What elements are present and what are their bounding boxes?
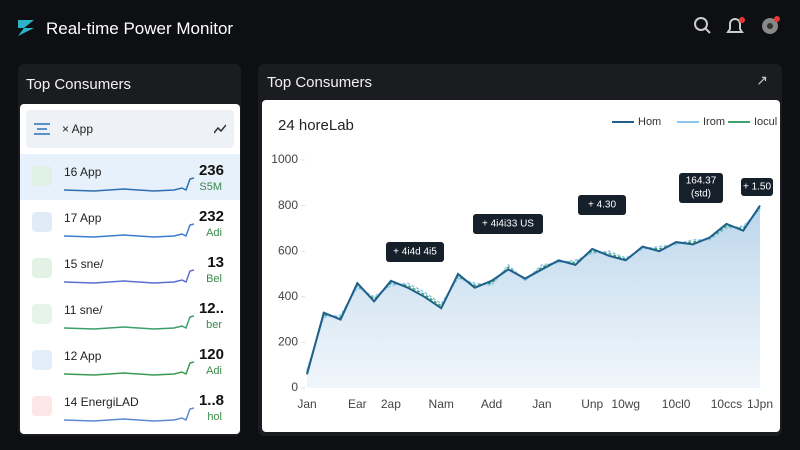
tooltip-text: + 1.50	[743, 182, 772, 193]
item-detail: ber	[206, 319, 222, 331]
item-detail: Bel	[206, 273, 222, 285]
panel-title: Top Consumers	[267, 74, 373, 91]
filter-bar[interactable]: × App	[26, 110, 234, 148]
tooltip-box	[386, 242, 444, 262]
x-tick-label: 10cl0	[662, 397, 691, 411]
x-tick-label: 2ap	[381, 397, 401, 411]
x-tick-label: Ear	[348, 397, 367, 411]
y-tick-label: 200	[278, 335, 298, 349]
item-name: 15 sne/	[64, 257, 104, 271]
consumer-item[interactable]: 15 sne/ 13 Bel	[20, 246, 240, 292]
trend-icon	[214, 124, 226, 134]
consumer-list: × App 16 App 236 S5M 17 App 232 Adi 15 s…	[20, 104, 240, 434]
x-tick-label: Jan	[532, 397, 551, 411]
tooltip-text: + 4.30	[588, 200, 617, 211]
y-tick-label: 1000	[271, 152, 298, 166]
y-tick-label: 800	[278, 198, 298, 212]
tooltip-text: (std)	[691, 189, 711, 200]
toolbar	[694, 16, 780, 34]
x-tick-label: Jan	[297, 397, 316, 411]
x-tick-label: Unp	[581, 397, 603, 411]
tooltip-box	[578, 195, 626, 215]
chart-title: 24 horeLab	[278, 117, 354, 134]
item-icon	[32, 212, 52, 232]
filter-icon	[34, 123, 50, 135]
legend-label: Iocul	[754, 116, 777, 128]
tooltip-text: 164.37	[686, 176, 717, 187]
tooltip-text: + 4i4i33 US	[482, 219, 534, 230]
item-sparkline	[64, 315, 194, 330]
y-tick-label: 0	[291, 380, 298, 394]
sidebar-title: Top Consumers	[26, 76, 132, 93]
series-line	[306, 209, 761, 370]
item-icon	[32, 258, 52, 278]
item-sparkline	[64, 361, 194, 376]
search-button[interactable]	[694, 17, 711, 34]
y-tick-label: 600	[278, 243, 298, 257]
tooltip-box	[473, 214, 543, 234]
expand-button[interactable]: ↗	[756, 72, 768, 88]
item-detail: hol	[207, 411, 222, 423]
legend-label: Hom	[638, 116, 661, 128]
sidebar-panel: Top Consumers × App 16 App 236 S5M 17 Ap…	[18, 64, 241, 436]
item-icon	[32, 166, 52, 186]
item-value: 12..	[198, 300, 224, 317]
consumer-item[interactable]: 16 App 236 S5M	[20, 154, 240, 200]
item-value: 232	[198, 208, 224, 225]
item-value: 13	[207, 254, 224, 271]
consumer-item[interactable]: 12 App 120 Adi	[20, 338, 240, 384]
app-title: Real-time Power Monitor	[46, 19, 234, 38]
tooltip-box	[679, 173, 723, 203]
item-icon	[32, 396, 52, 416]
item-name: 12 App	[64, 349, 102, 363]
notifications-button[interactable]	[726, 17, 745, 33]
tooltip-box	[741, 178, 773, 196]
x-tick-label: 10ccs	[711, 397, 742, 411]
tooltip-text: + 4i4d 4i5	[393, 247, 437, 258]
consumer-item[interactable]: 11 sne/ 12.. ber	[20, 292, 240, 338]
item-detail: S5M	[199, 181, 222, 193]
item-value: 236	[198, 162, 224, 179]
item-name: 11 sne/	[64, 303, 103, 317]
filter-chip: × App	[62, 122, 94, 136]
item-detail: Adi	[206, 365, 222, 377]
x-tick-label: Add	[481, 397, 502, 411]
y-tick-label: 400	[278, 289, 298, 303]
item-icon	[32, 304, 52, 324]
logo-icon	[18, 20, 34, 36]
item-icon	[32, 350, 52, 370]
settings-button[interactable]	[762, 16, 780, 34]
item-sparkline	[64, 269, 194, 284]
item-sparkline	[64, 177, 194, 192]
item-value: 1..8	[198, 392, 224, 409]
item-detail: Adi	[206, 227, 222, 239]
item-name: 17 App	[64, 211, 102, 225]
item-sparkline	[64, 407, 194, 422]
item-sparkline	[64, 223, 194, 238]
x-tick-label: Nam	[429, 397, 454, 411]
x-tick-label: 10wg	[611, 397, 640, 411]
consumer-item[interactable]: 17 App 232 Adi	[20, 200, 240, 246]
consumer-item[interactable]: 14 EnergiLAD 1..8 hol	[20, 384, 240, 430]
item-value: 120	[198, 346, 224, 363]
item-name: 14 EnergiLAD	[64, 395, 139, 409]
area	[307, 205, 760, 388]
item-name: 16 App	[64, 165, 102, 179]
logo	[14, 16, 38, 40]
legend-label: Irom	[703, 116, 725, 128]
x-tick-label: 1Jpn	[747, 397, 773, 411]
series-line	[306, 205, 761, 375]
